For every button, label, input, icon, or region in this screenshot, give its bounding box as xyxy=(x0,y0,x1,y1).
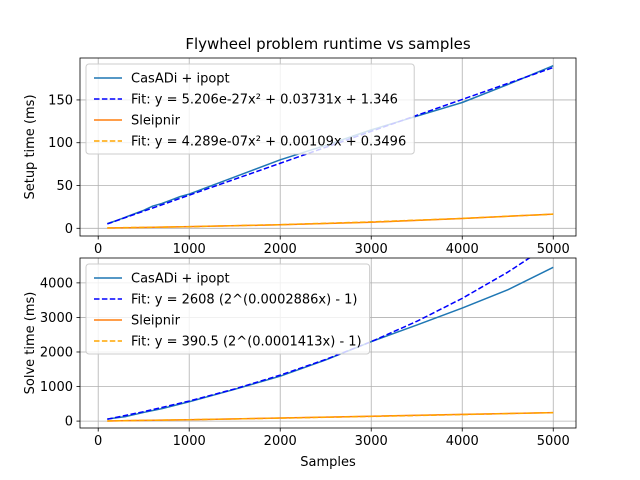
x-tick-label: 1000 xyxy=(173,434,206,449)
x-tick-label: 2000 xyxy=(264,434,297,449)
legend-label-1: Fit: y = 2608 (2^(0.0002886x) - 1) xyxy=(131,293,358,308)
legend-label-0: CasADi + ipopt xyxy=(131,272,230,287)
y-tick-label: 100 xyxy=(48,136,73,151)
legend-label-2: Sleipnir xyxy=(131,114,181,129)
y-tick-label: 0 xyxy=(65,415,73,430)
series-line-0 xyxy=(107,266,554,420)
legend-label-2: Sleipnir xyxy=(131,314,181,329)
legend-label-0: CasADi + ipopt xyxy=(131,72,230,87)
legend-box xyxy=(85,63,415,155)
x-tick-label: 5000 xyxy=(537,434,570,449)
series-group xyxy=(107,258,554,422)
x-tick-label: 0 xyxy=(94,434,102,449)
legend-label-3: Fit: y = 4.289e-07x² + 0.00109x + 0.3496 xyxy=(131,135,406,150)
x-tick-label: 5000 xyxy=(537,242,570,257)
chart-title: Flywheel problem runtime vs samples xyxy=(185,35,471,53)
x-tick-label: 4000 xyxy=(446,434,479,449)
y-tick-label: 3000 xyxy=(40,311,73,326)
y-tick-label: 4000 xyxy=(40,276,73,291)
legend-label-1: Fit: y = 5.206e-27x² + 0.03731x + 1.346 xyxy=(131,93,398,108)
y-tick-label: 0 xyxy=(65,222,73,237)
y-axis-label: Solve time (ms) xyxy=(23,292,38,395)
legend-box xyxy=(85,263,371,355)
subplot-0: 0 1000 2000 3000 4000 5000 0 50 100 150 Setup time… xyxy=(23,57,577,257)
x-tick-label: 3000 xyxy=(355,434,388,449)
axes-frame xyxy=(79,257,577,429)
x-tick-label: 1000 xyxy=(173,242,206,257)
x-tick-label: 0 xyxy=(94,242,102,257)
y-tick-label: 150 xyxy=(48,93,73,108)
subplot-1: 0 1000 2000 3000 4000 500001000200030004000So… xyxy=(23,257,577,470)
series-line-3 xyxy=(107,213,554,229)
y-tick-label: 1000 xyxy=(40,380,73,395)
axes-frame xyxy=(79,57,577,237)
y-tick-label: 50 xyxy=(56,179,73,194)
x-tick-label: 2000 xyxy=(264,242,297,257)
legend: CasADi + ipopt Fit: y = 2608 (2^(0.000288… xyxy=(85,263,371,355)
y-tick-label: 2000 xyxy=(40,345,73,360)
series-line-1 xyxy=(107,258,531,420)
x-axis-label: Samples xyxy=(300,455,356,470)
x-tick-label: 3000 xyxy=(355,242,388,257)
legend: CasADi + ipopt Fit: y = 5.206e-27x² + 0.0… xyxy=(85,63,415,155)
series-line-3 xyxy=(107,411,554,422)
x-tick-label: 4000 xyxy=(446,242,479,257)
y-axis-label: Setup time (ms) xyxy=(23,94,38,199)
legend-label-3: Fit: y = 390.5 (2^(0.0001413x) - 1) xyxy=(131,335,362,350)
